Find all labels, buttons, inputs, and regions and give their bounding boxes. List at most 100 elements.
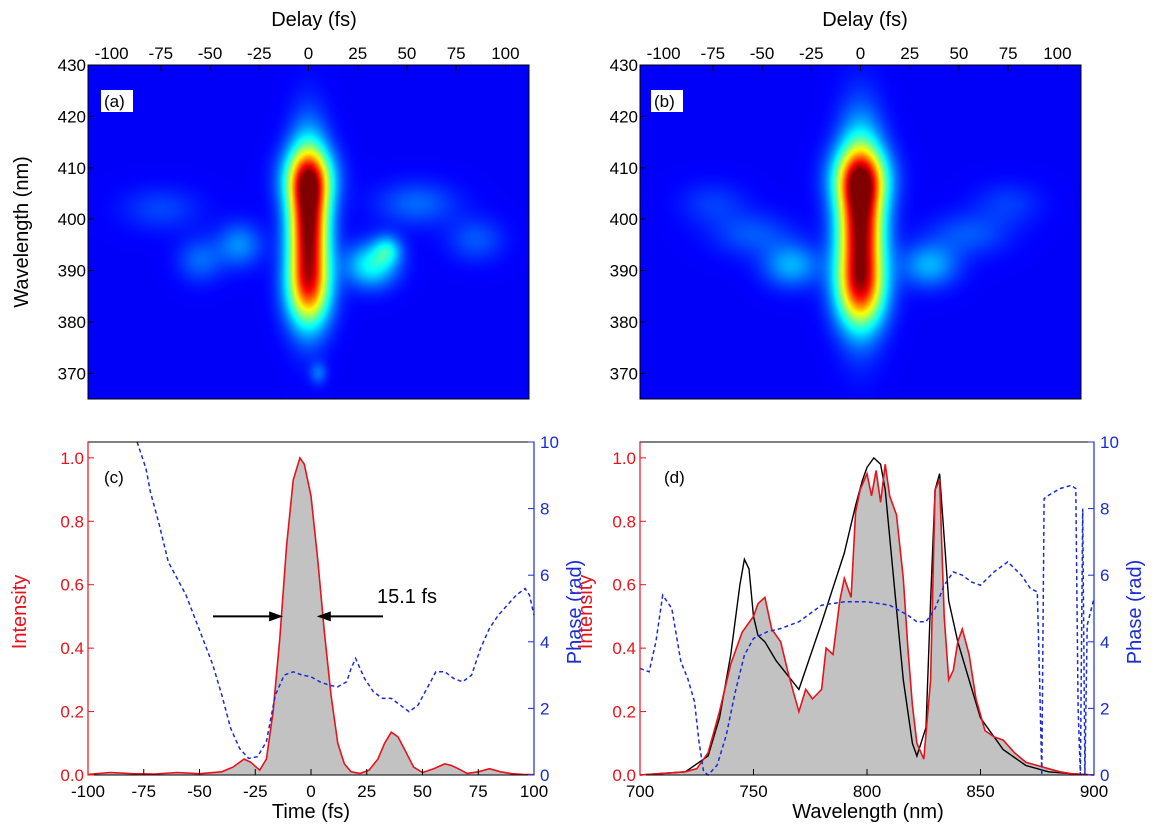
panel-d-y2tick-label: 10 <box>1100 433 1119 452</box>
panel-d-y2tick-label: 2 <box>1100 699 1109 718</box>
panel-c-intensity-line <box>87 456 535 776</box>
panel-a-heatmap <box>88 65 529 399</box>
panel-d-tag: (d) <box>664 468 685 487</box>
panel-a-axes: -100 -75 -50 -25 0 25 50 75 100 370 380 390 400 410 42… <box>58 44 520 383</box>
panel-c-xtick-label: -50 <box>187 782 212 801</box>
panel-c-annotation: 15.1 fs <box>377 586 437 608</box>
panel-c-y2tick-label: 0 <box>540 766 549 785</box>
panel-c-ytick-label: 0.0 <box>60 766 84 785</box>
panel-a-ytick-label: 420 <box>58 107 86 126</box>
panel-b-ytick-label: 400 <box>610 210 638 229</box>
panel-c-axes: -100 -75 -50 -25 0 25 50 75 1000.00.20.40.60.81.… <box>60 433 559 801</box>
panel-b-top-xlabel: Delay (fs) <box>822 9 908 31</box>
panel-c-plot <box>87 441 535 776</box>
panel-a-ytick-label: 380 <box>58 313 86 332</box>
panel-c-ytick-label: 0.6 <box>60 576 84 595</box>
panel-b-ytick-label: 430 <box>610 56 638 75</box>
panel-b: Delay (fs) -100 -75 -50 -25 0 25 50 75 100 370 380… <box>610 9 1082 400</box>
panel-c-xtick-label: -100 <box>71 782 105 801</box>
panel-c-xtick-label: 0 <box>306 782 315 801</box>
panel-a: Delay (fs) Wavelength (nm) -100 -75 -50 -25… <box>11 9 530 400</box>
panel-d-xtick-label: 700 <box>626 782 654 801</box>
panel-d-ytick-label: 0.2 <box>612 703 636 722</box>
panel-d-measured-line <box>639 456 1095 776</box>
panel-b-xtick-label: 50 <box>949 44 968 63</box>
panel-d-ylabel: Intensity <box>575 575 597 649</box>
panel-d-y2tick-label: 0 <box>1100 766 1109 785</box>
panel-a-xtick-label: -25 <box>247 44 272 63</box>
panel-d-y2tick-label: 4 <box>1100 633 1109 652</box>
panel-c: -100 -75 -50 -25 0 25 50 75 1000.00.20.40.60.81.… <box>9 433 586 823</box>
panel-d-xtick-label: 850 <box>966 782 994 801</box>
panel-a-xtick-label: -100 <box>95 44 129 63</box>
panel-b-xtick-label: -50 <box>750 44 775 63</box>
panel-b-xtick-label: -25 <box>799 44 824 63</box>
panel-b-xtick-label: 100 <box>1043 44 1071 63</box>
panel-c-ytick-label: 0.4 <box>60 639 84 658</box>
panel-b-tag-bg <box>651 90 683 112</box>
panel-a-xtick-label: 75 <box>447 44 466 63</box>
panel-b-ytick-label: 370 <box>610 364 638 383</box>
fwhm-right-arrowhead <box>316 611 331 622</box>
panel-d-ytick-label: 0.0 <box>612 766 636 785</box>
panel-c-xlabel: Time (fs) <box>272 801 350 823</box>
panel-a-xtick-label: 50 <box>397 44 416 63</box>
panel-a-xtick-label: 0 <box>304 44 313 63</box>
panel-c-xtick-label: 50 <box>413 782 432 801</box>
panel-d-intensity-area <box>640 464 1094 775</box>
panel-c-xtick-label: 75 <box>469 782 488 801</box>
panel-b-ytick-label: 390 <box>610 262 638 281</box>
panel-a-top-xlabel: Delay (fs) <box>271 9 357 31</box>
panel-c-y2tick-label: 4 <box>540 633 549 652</box>
panel-c-intensity-area <box>88 457 534 775</box>
panel-b-axes: -100 -75 -50 -25 0 25 50 75 100 370 380 390 400 410 42… <box>610 44 1072 383</box>
panel-d-ytick-label: 0.4 <box>612 639 636 658</box>
panel-a-ytick-label: 400 <box>58 210 86 229</box>
panel-c-xtick-label: -75 <box>131 782 156 801</box>
panel-b-ytick-label: 380 <box>610 313 638 332</box>
panel-a-ytick-label: 430 <box>58 56 86 75</box>
panel-a-xtick-label: 100 <box>491 44 519 63</box>
panel-d-axes: 700 750 800 850 900 0.0 0.2 0.4 0.6 0.8 1.0 0 2 4 6 8 10 <box>612 433 1119 801</box>
panel-a-ylabel: Wavelength (nm) <box>11 156 33 308</box>
panel-a-ytick-label: 370 <box>58 364 86 383</box>
panel-d-plot <box>639 456 1095 777</box>
panel-c-y2tick-label: 2 <box>540 699 549 718</box>
panel-a-xtick-label: 25 <box>348 44 367 63</box>
panel-c-y2tick-label: 8 <box>540 500 549 519</box>
panel-d-ytick-label: 0.6 <box>612 576 636 595</box>
panel-b-xtick-label: 25 <box>900 44 919 63</box>
panel-c-xtick-label: 100 <box>520 782 548 801</box>
panel-c-ylabel: Intensity <box>9 575 31 649</box>
panel-b-heatmap <box>640 65 1081 399</box>
panel-d-xtick-label: 800 <box>853 782 881 801</box>
panel-b-ytick-label: 420 <box>610 107 638 126</box>
panel-a-xtick-label: -75 <box>149 44 174 63</box>
panel-d-ytick-label: 0.8 <box>612 512 636 531</box>
panel-a-tag: (a) <box>104 92 125 111</box>
panel-d-xtick-label: 900 <box>1080 782 1108 801</box>
panel-a-ytick-label: 410 <box>58 159 86 178</box>
panel-c-tag: (c) <box>104 468 124 487</box>
panel-d-y2tick-label: 6 <box>1100 566 1109 585</box>
panel-d-phase-line <box>639 484 1095 777</box>
panel-b-xtick-label: 75 <box>999 44 1018 63</box>
panel-a-tag-bg <box>101 90 133 112</box>
panel-d: 700 750 800 850 900 0.0 0.2 0.4 0.6 0.8 1.0 0 2 4 6 8 10… <box>575 433 1146 823</box>
panel-a-xtick-label: -50 <box>198 44 223 63</box>
panel-b-xtick-label: 0 <box>856 44 865 63</box>
panel-c-xtick-label: -25 <box>243 782 268 801</box>
panel-b-ytick-label: 410 <box>610 159 638 178</box>
panel-d-y2tick-label: 8 <box>1100 500 1109 519</box>
panel-c-y2tick-label: 10 <box>540 433 559 452</box>
panel-b-xtick-label: -75 <box>701 44 726 63</box>
panel-c-xtick-label: 25 <box>357 782 376 801</box>
panel-c-y2label: Phase (rad) <box>564 560 586 665</box>
panel-c-ytick-label: 0.8 <box>60 512 84 531</box>
panel-b-xtick-label: -100 <box>647 44 681 63</box>
panel-d-xtick-label: 750 <box>739 782 767 801</box>
panel-c-phase-line <box>136 441 535 760</box>
panel-c-ytick-label: 0.2 <box>60 703 84 722</box>
panel-b-tag: (b) <box>654 92 675 111</box>
